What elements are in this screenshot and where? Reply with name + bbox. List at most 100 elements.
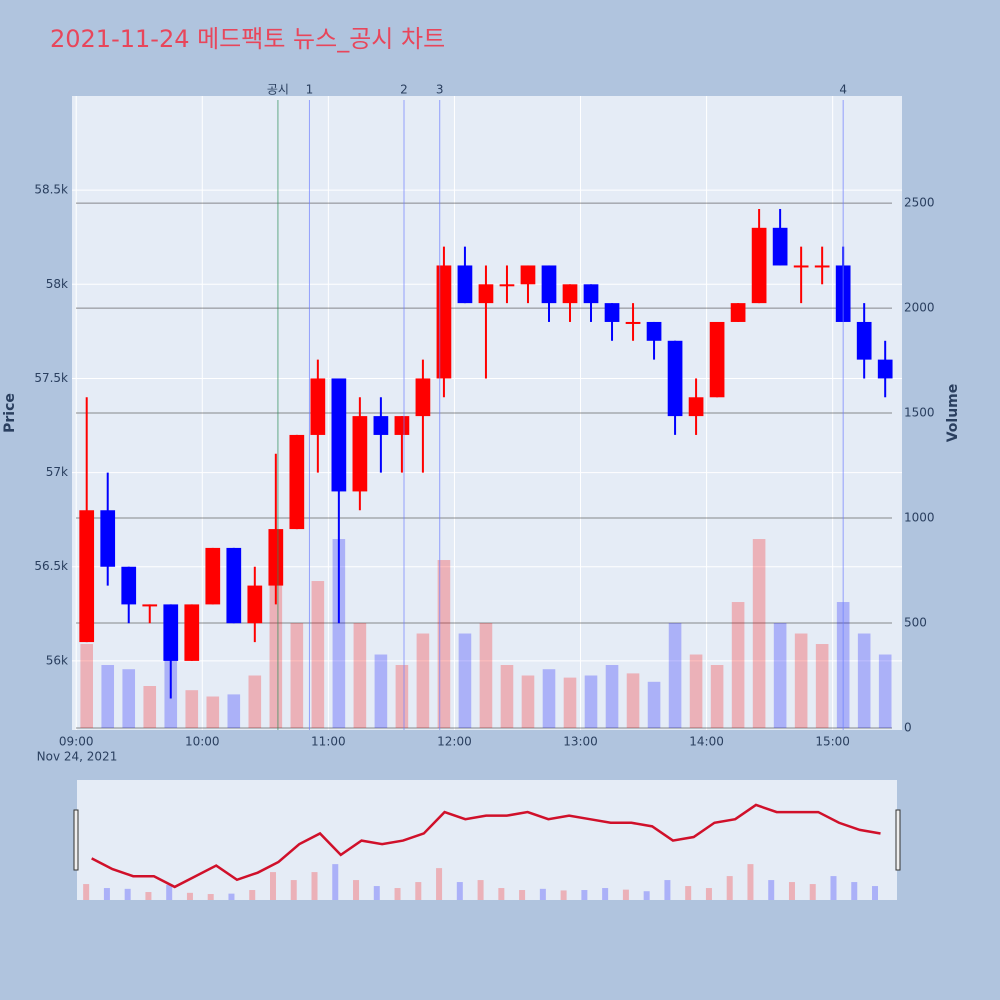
slider-handle[interactable] <box>73 809 79 871</box>
volume-bar <box>500 665 514 728</box>
y2-axis-title: Volume <box>945 384 961 443</box>
event-label: 공시 <box>267 83 289 97</box>
candle-body <box>436 265 452 379</box>
event-label: 3 <box>436 83 444 97</box>
range-slider[interactable] <box>77 780 897 900</box>
candle-body <box>79 510 95 643</box>
slider-volume-bar <box>415 882 422 900</box>
volume-bar <box>311 581 325 728</box>
slider-volume-bar <box>851 882 858 900</box>
slider-close-line <box>91 803 881 889</box>
volume-bar <box>626 673 640 728</box>
candle-body <box>121 566 137 605</box>
volume-bar <box>563 677 577 728</box>
volume-bar <box>416 633 430 728</box>
volume-bar <box>815 644 829 728</box>
slider-volume-bar <box>768 880 775 900</box>
candle-body <box>520 265 536 285</box>
candle-body <box>226 547 242 624</box>
volume-bar <box>227 694 241 728</box>
x-tick-label: 13:00 <box>563 735 598 749</box>
volume-bar <box>290 623 304 728</box>
slider-volume-bar <box>581 890 588 900</box>
volume-bar <box>143 686 157 728</box>
slider-handle[interactable] <box>895 809 901 871</box>
slider-volume-bar <box>373 886 380 900</box>
candle-body <box>289 434 305 530</box>
slider-volume-bar <box>456 882 463 900</box>
slider-volume-bar <box>269 872 276 900</box>
slider-volume-bar <box>249 890 256 900</box>
slider-volume-bar <box>788 882 795 900</box>
candle-body <box>394 416 410 435</box>
candle-body <box>646 321 662 341</box>
volume-bar <box>689 654 703 728</box>
candle-body <box>457 265 473 304</box>
volume-bar <box>101 665 115 728</box>
slider-volume-bar <box>436 868 443 900</box>
candle-body <box>562 284 578 304</box>
slider-volume-bar <box>103 888 110 900</box>
x-date-label: Nov 24, 2021 <box>37 750 118 764</box>
candle-body <box>100 510 116 567</box>
candle-body <box>478 284 494 304</box>
slider-volume-bar <box>290 880 297 900</box>
volume-bar <box>794 633 808 728</box>
volume-bar <box>80 644 94 728</box>
volume-bar <box>542 669 556 728</box>
volume-bar <box>521 675 535 728</box>
volume-bar <box>584 675 598 728</box>
candle-body <box>688 397 704 417</box>
volume-bar <box>668 623 682 728</box>
slider-volume-bar <box>872 886 879 900</box>
candle-body <box>499 284 515 287</box>
candle-body <box>184 604 200 661</box>
candle-body <box>415 378 431 417</box>
y2-tick-label: 2500 <box>904 196 935 210</box>
slider-volume-bar <box>124 888 131 900</box>
slider-volume-bar <box>602 888 609 900</box>
y-tick-label: 56k <box>46 653 68 667</box>
slider-volume-bar <box>311 872 318 900</box>
volume-bar <box>479 623 493 728</box>
volume-bar <box>731 602 745 728</box>
x-tick-label: 11:00 <box>311 735 346 749</box>
y-tick-label: 58k <box>46 277 68 291</box>
candle-body <box>310 378 326 435</box>
slider-volume-bar <box>332 864 339 900</box>
candle-body <box>541 265 557 304</box>
slider-volume-bar <box>228 893 235 900</box>
candle-body <box>604 303 620 322</box>
x-tick-label: 09:00 <box>59 735 94 749</box>
candle-body <box>751 227 767 304</box>
slider-volume-bar <box>809 884 816 900</box>
slider-volume-bar <box>560 890 567 900</box>
slider-volume-bar <box>394 888 401 900</box>
slider-volume-bar <box>477 880 484 900</box>
y-axis-title: Price <box>2 393 18 433</box>
slider-volume-bar <box>539 888 546 900</box>
candle-body <box>268 529 284 586</box>
volume-bar <box>878 654 892 728</box>
volume-bar <box>437 560 451 728</box>
volume-bar <box>752 539 766 728</box>
x-tick-label: 14:00 <box>689 735 724 749</box>
y-tick-label: 58.5k <box>34 183 68 197</box>
candle-body <box>856 321 872 360</box>
slider-volume-bar <box>830 876 837 900</box>
volume-bar <box>773 623 787 728</box>
slider-volume-bar <box>166 884 173 900</box>
y-tick-label: 57k <box>46 465 68 479</box>
event-label: 4 <box>839 83 847 97</box>
candle-body <box>709 321 725 398</box>
y2-tick-label: 500 <box>904 616 927 630</box>
x-tick-label: 12:00 <box>437 735 472 749</box>
candle-body <box>793 265 809 268</box>
event-label: 2 <box>400 83 408 97</box>
volume-bar <box>374 654 388 728</box>
slider-volume-bar <box>685 886 692 900</box>
candle-body <box>373 416 389 435</box>
volume-bar <box>647 681 661 728</box>
volume-bar <box>353 623 367 728</box>
